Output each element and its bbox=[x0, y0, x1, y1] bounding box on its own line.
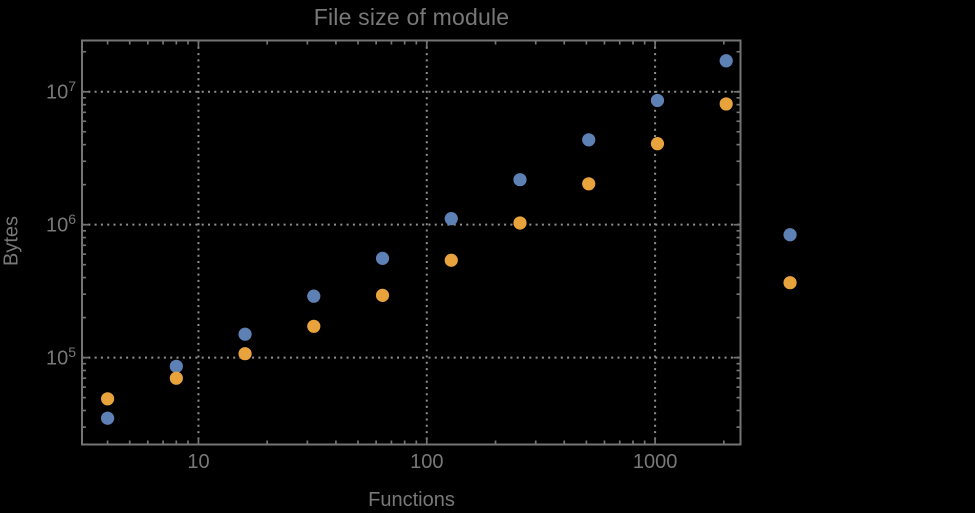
data-point-blue bbox=[783, 228, 797, 242]
data-point-orange bbox=[513, 216, 527, 230]
x-tick-label-100: 100 bbox=[410, 451, 444, 473]
data-point-orange bbox=[100, 392, 115, 406]
data-point-blue bbox=[307, 289, 321, 303]
x-tick-label-10: 10 bbox=[187, 451, 210, 473]
data-point-blue bbox=[650, 93, 665, 108]
data-point-blue bbox=[582, 133, 596, 147]
chart-title: File size of module bbox=[313, 4, 510, 30]
data-point-orange bbox=[375, 288, 390, 302]
y-tick-label-10e6: 106 bbox=[45, 210, 76, 237]
data-point-blue bbox=[169, 359, 183, 373]
data-point-orange bbox=[719, 97, 733, 111]
y-tick-label-10e5: 105 bbox=[45, 343, 76, 370]
y-tick-label-10e7: 107 bbox=[45, 77, 76, 104]
data-point-orange bbox=[444, 253, 458, 267]
data-point-blue bbox=[444, 212, 458, 226]
data-point-orange bbox=[582, 177, 596, 191]
data-point-blue bbox=[100, 411, 115, 425]
data-point-blue bbox=[513, 173, 527, 187]
data-point-blue bbox=[375, 251, 390, 265]
plot-frame bbox=[81, 39, 742, 446]
data-point-orange bbox=[307, 319, 321, 333]
x-tick-label-1000: 1000 bbox=[632, 451, 678, 473]
x-axis-label: Functions bbox=[368, 489, 455, 511]
data-point-blue bbox=[238, 327, 252, 341]
data-point-blue bbox=[719, 54, 733, 68]
data-point-orange bbox=[650, 137, 665, 151]
data-point-orange bbox=[169, 371, 183, 385]
data-point-orange bbox=[238, 347, 252, 361]
data-point-orange bbox=[783, 276, 797, 290]
